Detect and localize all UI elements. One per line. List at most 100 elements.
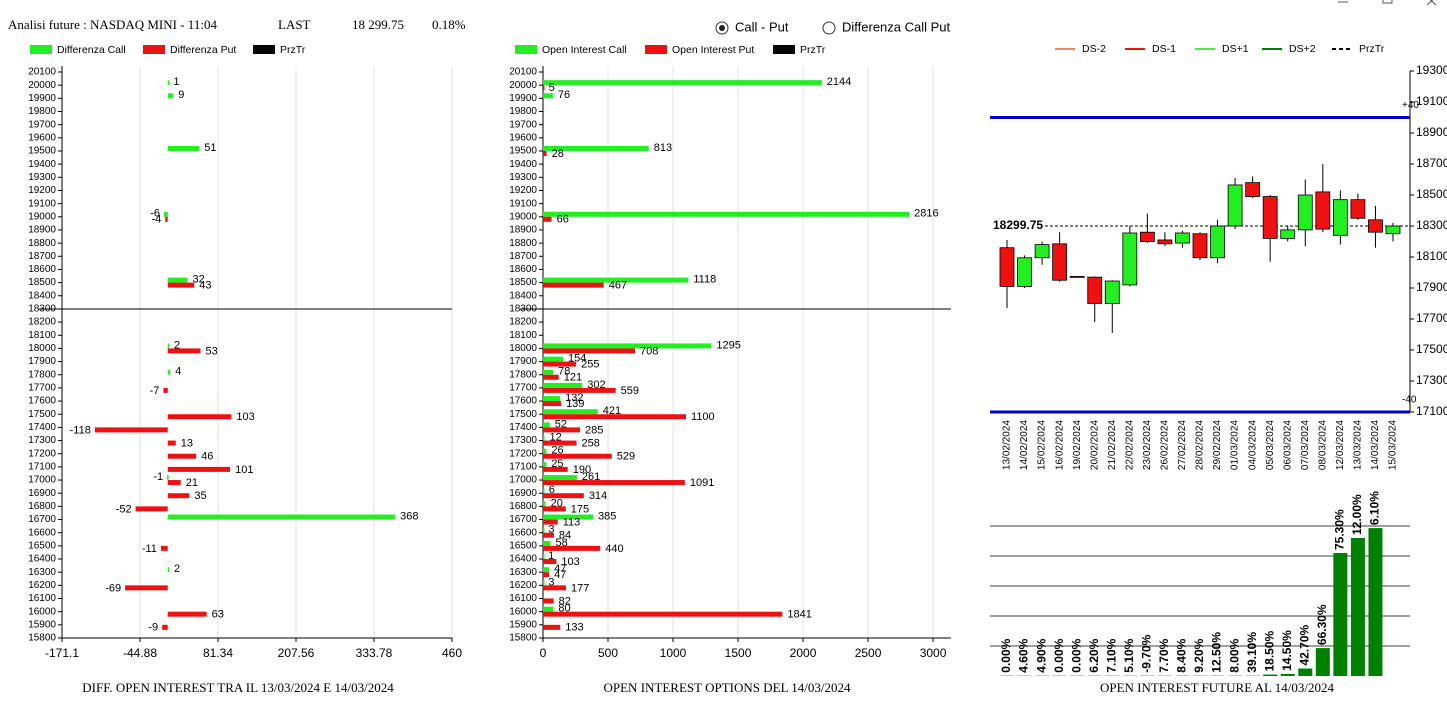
- y-tick-label: 18000: [509, 343, 537, 354]
- bar: [543, 532, 554, 538]
- candle-body: [1385, 225, 1401, 235]
- value-label: 121: [564, 372, 582, 384]
- y-tick-label: 17800: [28, 369, 56, 380]
- bar: [1280, 673, 1295, 676]
- y-tick-label: 18200: [28, 317, 56, 328]
- bar: [543, 348, 636, 354]
- value-label: 559: [621, 385, 639, 397]
- y-tick-label: 19600: [509, 132, 537, 143]
- bar: [543, 435, 545, 441]
- value-label: 9: [178, 89, 184, 101]
- bar: [135, 506, 168, 512]
- legend-swatch: [253, 45, 275, 54]
- y-tick-label: 17300: [28, 435, 56, 446]
- value-label: 47: [554, 569, 566, 581]
- level-label: -40: [1402, 395, 1417, 406]
- radio-button[interactable]: [822, 21, 836, 35]
- bar: [543, 448, 547, 454]
- x-tick-label: -171.1: [45, 646, 79, 660]
- bar: [543, 440, 577, 446]
- y-tick-label: 17400: [509, 422, 537, 433]
- y-tick-label: 17500: [28, 409, 56, 420]
- candle-body: [1245, 182, 1261, 197]
- bar: [543, 85, 545, 91]
- y-tick-label: 15800: [509, 633, 537, 644]
- value-label: 46: [201, 451, 213, 463]
- maximize[interactable]: [1382, 0, 1393, 4]
- y-tick-label: 17800: [509, 369, 537, 380]
- y-tick-label: 19100: [1416, 94, 1447, 108]
- chart-caption: OPEN INTEREST OPTIONS DEL 14/03/2024: [604, 680, 852, 695]
- value-label: 1: [173, 76, 179, 88]
- y-tick-label: 19300: [509, 172, 537, 183]
- value-label: 3: [548, 524, 554, 536]
- x-tick-label: 2000: [790, 646, 817, 660]
- value-label: 25: [551, 458, 563, 470]
- value-label: 154: [568, 352, 586, 364]
- bar: [543, 598, 554, 604]
- bar-label: 9.20%: [1192, 638, 1206, 672]
- bar: [167, 514, 396, 520]
- bar: [543, 475, 577, 481]
- y-tick-label: 15800: [28, 633, 56, 644]
- x-tick-label: 23/02/2024: [1142, 420, 1153, 470]
- y-tick-label: 17600: [28, 396, 56, 407]
- bar: [543, 461, 547, 467]
- value-label: 529: [617, 451, 635, 463]
- bar: [543, 282, 604, 288]
- value-label: 139: [566, 398, 584, 410]
- x-tick-label: -44.88: [123, 646, 157, 660]
- x-tick-label: 207.56: [278, 646, 315, 660]
- y-tick-label: 15900: [509, 619, 537, 630]
- candle-body: [1350, 199, 1366, 219]
- bar: [167, 466, 231, 472]
- value-label: 103: [561, 556, 579, 568]
- value-label: 177: [571, 582, 589, 594]
- y-tick-label: 17300: [509, 435, 537, 446]
- y-tick-label: 18000: [28, 343, 56, 354]
- legend-label: DS-2: [1082, 43, 1106, 55]
- bar: [1315, 648, 1330, 676]
- value-label: 2: [174, 339, 180, 351]
- bar: [543, 624, 561, 630]
- y-tick-label: 17000: [509, 475, 537, 486]
- bar: [167, 343, 170, 349]
- y-tick-label: 19900: [509, 93, 537, 104]
- bar: [1333, 553, 1348, 676]
- close[interactable]: [1426, 0, 1437, 6]
- y-tick-label: 18700: [1416, 156, 1447, 170]
- y-tick-label: 16600: [28, 527, 56, 538]
- bar-label: 6.10%: [1368, 491, 1382, 525]
- candle-body: [1069, 275, 1085, 278]
- x-tick-label: 2500: [855, 646, 882, 660]
- value-label: 13: [181, 437, 193, 449]
- y-tick-label: 18100: [509, 330, 537, 341]
- bar-label: 0.00%: [1052, 638, 1066, 672]
- bar-label: -9.70%: [1140, 634, 1154, 672]
- bar: [543, 150, 547, 156]
- y-tick-label: 19200: [509, 185, 537, 196]
- candle-body: [999, 247, 1015, 287]
- bar-label: 66.30%: [1315, 604, 1329, 645]
- bar: [543, 356, 564, 362]
- radio-label[interactable]: Call - Put: [735, 19, 789, 34]
- radio-label[interactable]: Differenza Call Put: [842, 19, 951, 34]
- y-tick-label: 16900: [28, 488, 56, 499]
- value-label: 1100: [691, 411, 715, 423]
- y-tick-label: 19100: [28, 198, 56, 209]
- bar: [167, 440, 176, 446]
- candle-body: [1122, 232, 1138, 286]
- bar: [543, 387, 616, 393]
- value-label: 3: [548, 576, 554, 588]
- y-tick-label: 20000: [509, 80, 537, 91]
- candle-body: [1157, 239, 1173, 245]
- value-label: 113: [563, 516, 581, 528]
- bar: [543, 611, 783, 617]
- x-tick-label: 15/02/2024: [1037, 420, 1048, 470]
- y-tick-label: 19300: [28, 172, 56, 183]
- bar: [543, 343, 712, 349]
- y-tick-label: 17700: [1416, 311, 1447, 325]
- legend-label: PrzTr: [800, 44, 826, 56]
- value-label: 132: [565, 392, 583, 404]
